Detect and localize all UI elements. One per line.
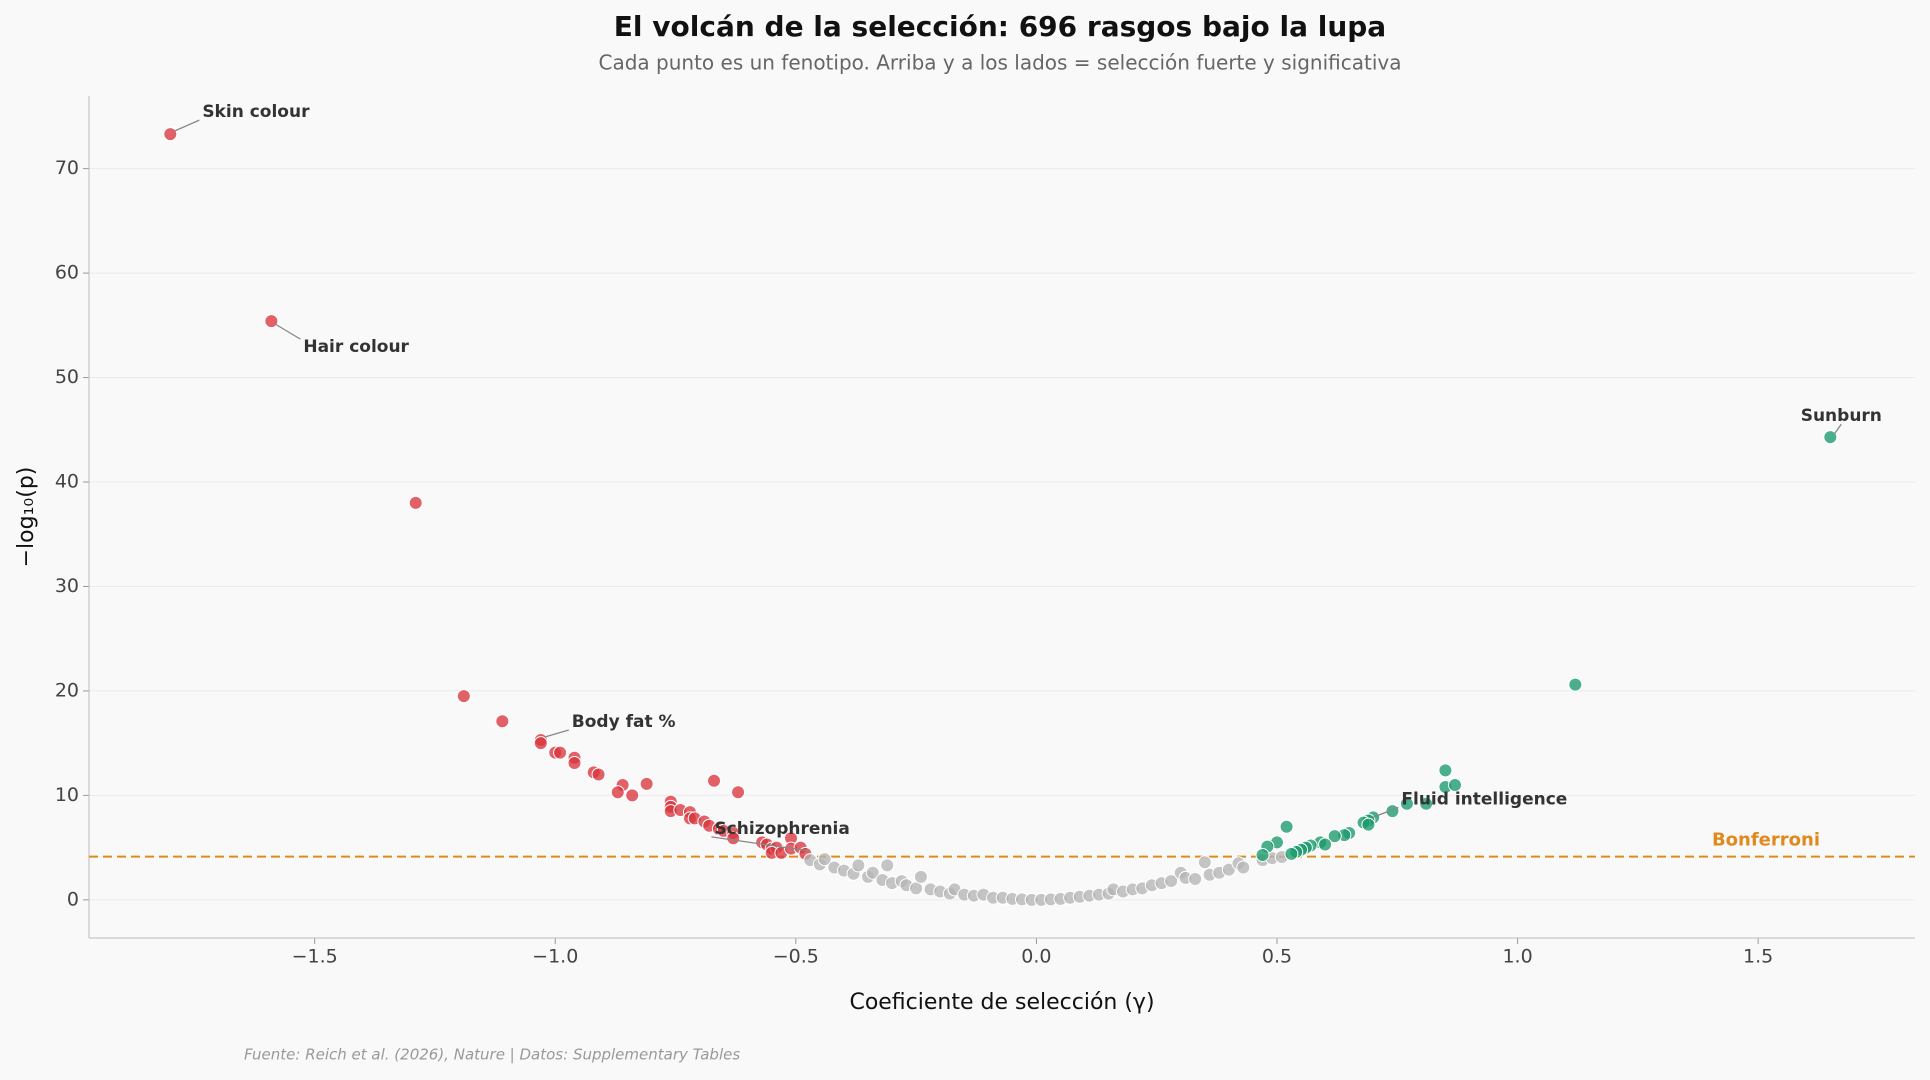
data-point <box>495 714 510 729</box>
data-point <box>1255 847 1270 862</box>
data-point <box>1279 819 1294 834</box>
data-point <box>1419 796 1434 811</box>
y-tick-label: 0 <box>67 888 79 910</box>
chart-subtitle: Cada punto es un fenotipo. Arriba y a lo… <box>599 51 1402 75</box>
source-note: Fuente: Reich et al. (2026), Nature | Da… <box>244 1046 740 1064</box>
data-point <box>707 773 722 788</box>
annotation-label: Body fat % <box>572 712 676 732</box>
y-tick-label: 50 <box>55 366 79 388</box>
x-tick-label: 0.0 <box>1021 946 1051 968</box>
data-point <box>726 831 741 846</box>
data-point <box>1327 829 1342 844</box>
data-point <box>1318 837 1333 852</box>
data-point <box>817 852 832 867</box>
data-point <box>1221 862 1236 877</box>
data-point <box>456 689 471 704</box>
data-point <box>1823 430 1838 445</box>
data-point <box>1438 763 1453 778</box>
data-point <box>264 314 279 329</box>
data-point <box>1568 677 1583 692</box>
data-point <box>851 858 866 873</box>
annotation-label: Hair colour <box>303 337 409 357</box>
y-tick-label: 30 <box>55 575 79 597</box>
annotation-label: Fluid intelligence <box>1401 789 1567 809</box>
x-tick-label: 1.0 <box>1502 946 1532 968</box>
data-point <box>1361 817 1376 832</box>
x-axis-label: Coeficiente de selección (γ) <box>849 990 1154 1015</box>
y-tick-label: 20 <box>55 679 79 701</box>
data-point <box>865 865 880 880</box>
y-tick-label: 60 <box>55 262 79 284</box>
threshold-label: Bonferroni <box>1712 830 1820 851</box>
y-axis-label: −log₁₀(p) <box>14 467 39 568</box>
data-point <box>533 736 548 751</box>
data-point <box>553 745 568 760</box>
annotation-arrow <box>711 836 810 852</box>
x-tick-label: 1.5 <box>1743 946 1773 968</box>
x-tick-label: −1.0 <box>532 946 578 968</box>
data-point <box>1399 796 1414 811</box>
data-point <box>408 495 423 510</box>
data-point <box>1188 871 1203 886</box>
data-point <box>163 127 178 142</box>
annotation-label: Skin colour <box>202 102 310 122</box>
x-tick-label: 0.5 <box>1262 946 1292 968</box>
data-point <box>1448 777 1463 792</box>
data-point <box>1236 860 1251 875</box>
chart-title: El volcán de la selección: 696 rasgos ba… <box>614 10 1386 43</box>
data-point <box>591 767 606 782</box>
data-point <box>625 788 640 803</box>
data-point <box>913 869 928 884</box>
y-tick-label: 70 <box>55 157 79 179</box>
y-tick-label: 10 <box>55 784 79 806</box>
data-point <box>610 785 625 800</box>
data-point <box>567 756 582 771</box>
data-point <box>1284 846 1299 861</box>
y-tick-label: 40 <box>55 471 79 493</box>
annotation-label: Schizophrenia <box>714 819 849 839</box>
annotation-arrow <box>1372 806 1399 819</box>
data-point <box>880 858 895 873</box>
annotation-arrow <box>174 119 200 132</box>
x-tick-label: −0.5 <box>773 946 819 968</box>
annotation-label: Sunburn <box>1801 406 1882 426</box>
data-point <box>639 776 654 791</box>
annotation-arrow <box>544 729 569 738</box>
annotation-arrow <box>1833 423 1842 435</box>
x-tick-label: −1.5 <box>292 946 338 968</box>
data-point <box>731 785 746 800</box>
data-point <box>1164 874 1179 889</box>
data-point <box>1197 855 1212 870</box>
annotation-arrow <box>275 323 301 340</box>
